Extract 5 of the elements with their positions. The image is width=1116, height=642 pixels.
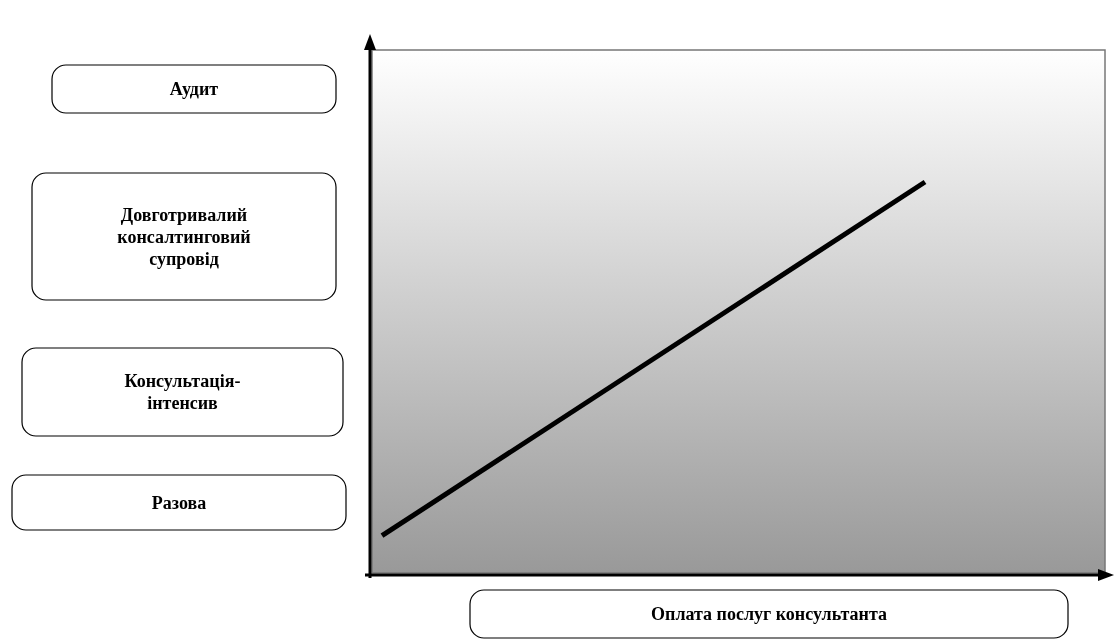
text: Консультація-інтенсив	[124, 371, 241, 414]
text: Разова	[151, 492, 207, 513]
text: Аудит	[169, 79, 219, 100]
text: Довготривалий консалтинговий супровід	[117, 204, 251, 269]
x-axis-title: Оплата послуг консультанта	[651, 604, 887, 625]
